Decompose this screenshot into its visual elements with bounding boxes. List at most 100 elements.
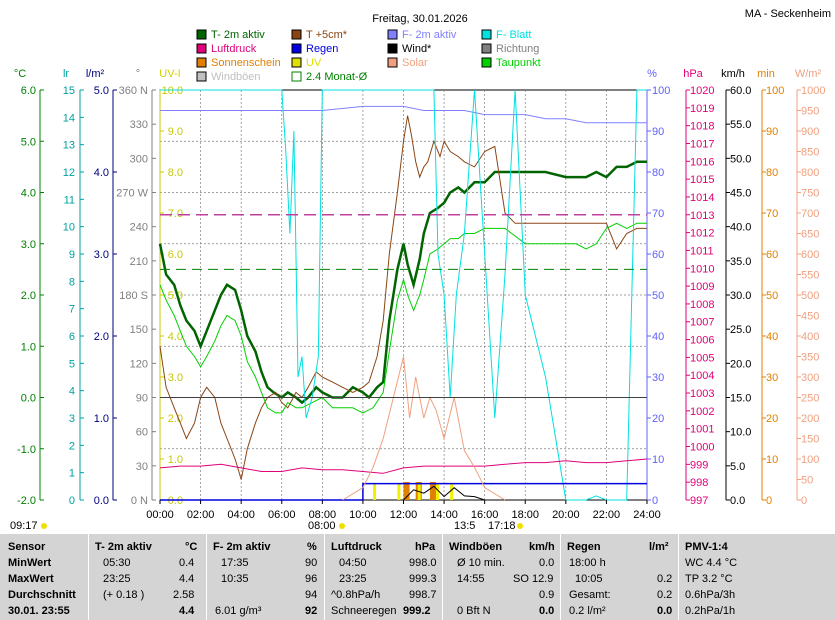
axis-tick-label: 998: [690, 477, 708, 489]
stats-rain-total: 0.2: [657, 589, 673, 601]
axis-tick-label: 360 N: [119, 85, 148, 97]
legend-item: Windböen: [196, 71, 261, 83]
axis-tick-label: 40: [766, 331, 778, 343]
x-tick-label: 22:00: [593, 509, 621, 521]
stats-sensor-title: Sensor: [8, 541, 46, 553]
legend-label: Wind*: [402, 43, 432, 55]
x-tick-label: 00:00: [146, 509, 174, 521]
legend-label: Richtung: [496, 43, 539, 55]
series-line-f-2m-aktiv: [160, 105, 647, 124]
axis-tick-label: 1015: [690, 174, 714, 186]
axis-tick-label: 3: [69, 413, 75, 425]
stats-press-current: 999.2: [403, 605, 431, 617]
axis-tick-label: 50.0: [730, 153, 751, 165]
axis-tick-label: 330: [130, 119, 148, 131]
stats-pmv-col: PMV-1:4 WC 4.4 °C TP 3.2 °C 0.6hPa/3h 0.…: [678, 534, 835, 620]
stats-sensor-col: Sensor MinWert MaxWert Durchschnitt 30.0…: [0, 534, 88, 620]
axis-tick-label: 1005: [690, 352, 714, 364]
axis-tick-label: 300: [130, 153, 148, 165]
axis-tick-label: 0: [69, 495, 75, 507]
axis-tick-label: 550: [801, 270, 819, 282]
axis-tick-label: 300: [801, 372, 819, 384]
chart-title: Freitag, 30.01.2026: [372, 13, 467, 25]
axis-tick-label: 1020: [690, 85, 714, 97]
axis-unit-label: lr: [63, 68, 69, 80]
axis-unit-label: W/m²: [795, 68, 822, 80]
axis-tick-label: 700: [801, 208, 819, 220]
stats-wind-max-time: 14:55: [457, 573, 485, 585]
x-tick-label: 02:00: [187, 509, 215, 521]
axis-tick-label: 1009: [690, 281, 714, 293]
axis-tick-label: 0.0: [94, 495, 109, 507]
stats-temp-min: 0.4: [179, 557, 195, 569]
stats-rain-max: 0.2: [657, 573, 673, 585]
stats-trend-3h: 0.6hPa/3h: [685, 589, 736, 601]
series-line-regen: [160, 482, 647, 501]
sunset-label: 17:18: [488, 520, 516, 532]
axis-tick-label: 20: [652, 413, 664, 425]
stats-label-min: MinWert: [8, 557, 52, 569]
uv-bar: [450, 484, 454, 500]
axis-tick-label: 2.0: [94, 331, 109, 343]
axis-unit-label: °: [136, 68, 140, 80]
sunrise-label: 08:00: [308, 520, 336, 532]
stats-rain-time: 10:05: [575, 573, 603, 585]
axis-tick-label: 15.0: [730, 393, 751, 405]
stats-temp-avg: 2.58: [173, 589, 195, 601]
axis-tick-label: 1000: [690, 442, 714, 454]
x-tick-label: 12:00: [390, 509, 418, 521]
series-line-t-5cm-: [159, 115, 647, 480]
axis-tick-label: 45.0: [730, 188, 751, 200]
axis-unit-label: hPa: [683, 68, 703, 80]
axis-tick-label: 1007: [690, 317, 714, 329]
axis-tick-label: 70: [652, 208, 664, 220]
axis-tick-label: 10: [652, 454, 664, 466]
axis-tick-label: 800: [801, 167, 819, 179]
axis-tick-label: 3.0: [94, 249, 109, 261]
legend-swatch: [196, 57, 207, 68]
sunset-icon: [517, 523, 523, 529]
sun-first-label: 09:17: [10, 520, 38, 532]
stats-hum-current: 92: [305, 605, 318, 617]
stats-panel: Sensor MinWert MaxWert Durchschnitt 30.0…: [0, 534, 835, 620]
stats-hum-avg: 94: [305, 589, 318, 601]
dir-axis: 360 N 330 300 270 W 240 210 180 S 150 120 90 60 30 0…: [116, 85, 156, 507]
axis-tick-label: 5.0: [730, 461, 745, 473]
stats-label-max: MaxWert: [8, 573, 54, 585]
legend-label: Taupunkt: [496, 57, 541, 69]
series-line-taupunkt: [159, 222, 647, 414]
stats-press-max-time: 23:25: [339, 573, 367, 585]
x-tick-label: 10:00: [349, 509, 377, 521]
axis-tick-label: 50: [801, 475, 813, 487]
legend-item: T- 2m aktiv: [196, 29, 265, 41]
x-tick-label: 06:00: [268, 509, 296, 521]
series-line-luftdruck: [159, 458, 648, 474]
sun-icon: [41, 523, 47, 529]
axis-tick-label: 40.0: [730, 222, 751, 234]
stats-temp-trend: (+ 0.18 ): [103, 589, 145, 601]
legend-label: F- Blatt: [496, 29, 531, 41]
uv-bar: [435, 484, 439, 500]
axis-tick-label: 270 W: [116, 188, 148, 200]
axis-tick-label: 50: [652, 290, 664, 302]
axis-tick-label: 120: [130, 358, 148, 370]
axis-tick-label: 2.0: [168, 413, 183, 425]
stats-wind-current: 0.0: [539, 605, 555, 617]
stats-hum-title: F- 2m aktiv: [213, 541, 271, 553]
legend-swatch: [481, 57, 492, 68]
axis-tick-label: 60: [766, 249, 778, 261]
series-line-t-2m-aktiv: [158, 160, 647, 405]
stats-wind-col: Windböen km/h Ø 10 min. 14:55 SO 12.9 0 …: [442, 534, 561, 620]
series-lines: [158, 89, 648, 501]
axis-tick-label: 750: [801, 188, 819, 200]
legend-swatch: [196, 29, 207, 40]
axes: 6.05.04.03.02.01.00.0-1.0-2.015141312111…: [17, 85, 825, 507]
legend-label: Windböen: [211, 71, 261, 83]
axis-tick-label: 14: [63, 112, 75, 124]
stats-temp-min-time: 05:30: [103, 557, 131, 569]
axis-tick-label: 5.0: [21, 136, 36, 148]
stats-wind-bft: 0 Bft N: [457, 605, 491, 617]
stats-temp-title: T- 2m aktiv: [95, 541, 152, 553]
axis-tick-label: 7: [69, 304, 75, 316]
